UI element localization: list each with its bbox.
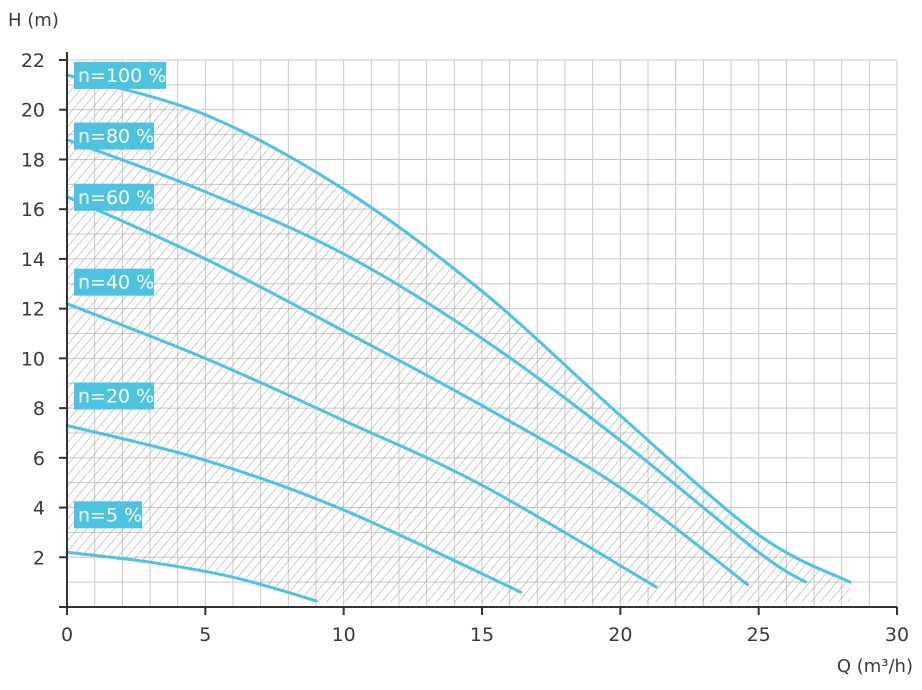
y-axis-title: H (m) <box>8 10 59 31</box>
operating-range-hatch <box>67 74 850 602</box>
x-tick-label: 5 <box>199 624 211 646</box>
axes: 0 5 10 15 20 25 30 2 4 6 8 10 12 14 16 18 20 22 <box>21 50 909 646</box>
series-line <box>65 73 852 584</box>
y-tick-label: 12 <box>21 299 45 321</box>
series-label-box <box>74 61 166 89</box>
y-tick-label: 2 <box>33 547 45 569</box>
y-tick-label: 20 <box>21 100 45 122</box>
y-tick-label: 22 <box>21 50 45 72</box>
series-line <box>65 195 750 587</box>
series-label-box <box>74 122 154 150</box>
series-label: n=60 % <box>78 187 154 209</box>
x-axis-title: Q (m³/h) <box>837 656 913 677</box>
y-tick-label: 8 <box>33 398 45 420</box>
series-label: n=80 % <box>78 126 154 148</box>
series-label: n=20 % <box>78 385 154 407</box>
series-label: n=100 % <box>78 65 166 87</box>
y-tick-label: 18 <box>21 149 45 171</box>
series-label-box <box>74 382 154 410</box>
series-label-box <box>74 501 142 529</box>
series-label: n=5 % <box>78 504 142 526</box>
x-tick-label: 20 <box>608 624 632 646</box>
series-label-box <box>74 183 154 211</box>
x-tick-label: 10 <box>332 624 356 646</box>
y-tick-label: 16 <box>21 199 45 221</box>
series-line <box>65 138 808 584</box>
y-tick-label: 10 <box>21 348 45 370</box>
series-label-box <box>74 268 154 296</box>
x-tick-label: 15 <box>470 624 494 646</box>
series-labels: n=100 % n=80 % n=60 % n=40 % n=20 % n=5 % <box>74 61 166 529</box>
series-lines <box>65 73 852 603</box>
x-tick-label: 0 <box>61 624 73 646</box>
x-tick-label: 25 <box>747 624 771 646</box>
series-line <box>65 550 318 603</box>
series-line <box>65 424 523 594</box>
y-tick-label: 14 <box>21 249 45 271</box>
series-label: n=40 % <box>78 272 154 294</box>
y-tick-label: 6 <box>33 448 45 470</box>
y-tick-label: 4 <box>33 498 45 520</box>
x-tick-label: 30 <box>885 624 909 646</box>
series-line <box>65 302 658 589</box>
